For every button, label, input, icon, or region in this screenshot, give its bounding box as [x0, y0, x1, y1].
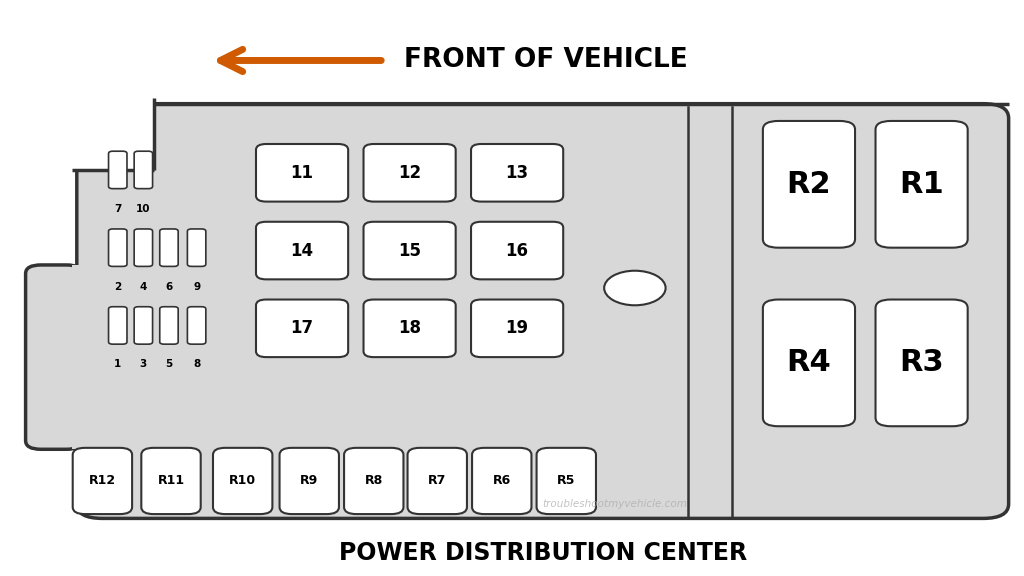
FancyBboxPatch shape	[77, 104, 1009, 518]
FancyBboxPatch shape	[213, 448, 272, 514]
FancyBboxPatch shape	[876, 121, 968, 248]
Text: 5: 5	[165, 359, 173, 369]
FancyBboxPatch shape	[73, 448, 132, 514]
FancyBboxPatch shape	[876, 300, 968, 426]
FancyBboxPatch shape	[344, 448, 403, 514]
Text: 12: 12	[398, 164, 421, 182]
Text: R11: R11	[158, 475, 184, 487]
Text: 3: 3	[139, 359, 147, 369]
FancyBboxPatch shape	[109, 229, 127, 267]
FancyBboxPatch shape	[256, 222, 348, 279]
FancyBboxPatch shape	[471, 222, 563, 279]
FancyBboxPatch shape	[472, 448, 531, 514]
FancyBboxPatch shape	[408, 448, 467, 514]
Text: 4: 4	[139, 282, 147, 291]
FancyBboxPatch shape	[109, 151, 127, 189]
Text: 13: 13	[506, 164, 528, 182]
Text: 9: 9	[194, 282, 200, 291]
Text: 7: 7	[114, 204, 122, 214]
Text: 6: 6	[165, 282, 173, 291]
FancyBboxPatch shape	[471, 300, 563, 357]
FancyBboxPatch shape	[763, 300, 855, 426]
FancyBboxPatch shape	[160, 229, 178, 267]
Text: 11: 11	[291, 164, 313, 182]
FancyBboxPatch shape	[364, 222, 456, 279]
Bar	[72, 265, 87, 449]
Text: 15: 15	[398, 241, 421, 260]
FancyBboxPatch shape	[26, 265, 82, 449]
Text: 8: 8	[193, 359, 201, 369]
Text: R1: R1	[899, 170, 944, 199]
Text: troubleshootmyvehicle.com: troubleshootmyvehicle.com	[542, 499, 687, 509]
Text: R3: R3	[899, 348, 944, 377]
Text: R9: R9	[300, 475, 318, 487]
FancyBboxPatch shape	[763, 121, 855, 248]
Text: R12: R12	[89, 475, 116, 487]
FancyBboxPatch shape	[141, 448, 201, 514]
FancyBboxPatch shape	[134, 151, 153, 189]
FancyBboxPatch shape	[364, 300, 456, 357]
FancyBboxPatch shape	[134, 307, 153, 344]
Bar	[72, 98, 154, 170]
Text: 2: 2	[114, 282, 122, 291]
FancyBboxPatch shape	[256, 144, 348, 202]
FancyBboxPatch shape	[109, 307, 127, 344]
Text: R10: R10	[229, 475, 256, 487]
FancyBboxPatch shape	[471, 144, 563, 202]
Text: 19: 19	[506, 319, 528, 338]
Text: FRONT OF VEHICLE: FRONT OF VEHICLE	[404, 47, 688, 74]
FancyBboxPatch shape	[134, 229, 153, 267]
FancyBboxPatch shape	[280, 448, 339, 514]
Text: R8: R8	[365, 475, 383, 487]
Text: 16: 16	[506, 241, 528, 260]
Text: R7: R7	[428, 475, 446, 487]
FancyBboxPatch shape	[537, 448, 596, 514]
FancyBboxPatch shape	[256, 300, 348, 357]
FancyBboxPatch shape	[187, 307, 206, 344]
Text: R2: R2	[786, 170, 831, 199]
Text: R5: R5	[557, 475, 575, 487]
FancyBboxPatch shape	[160, 307, 178, 344]
Text: R6: R6	[493, 475, 511, 487]
Text: POWER DISTRIBUTION CENTER: POWER DISTRIBUTION CENTER	[339, 541, 746, 565]
Text: 10: 10	[136, 204, 151, 214]
FancyBboxPatch shape	[364, 144, 456, 202]
Text: R4: R4	[786, 348, 831, 377]
Text: 1: 1	[114, 359, 122, 369]
Text: 14: 14	[291, 241, 313, 260]
FancyBboxPatch shape	[187, 229, 206, 267]
Circle shape	[604, 271, 666, 305]
Text: 17: 17	[291, 319, 313, 338]
Text: 18: 18	[398, 319, 421, 338]
